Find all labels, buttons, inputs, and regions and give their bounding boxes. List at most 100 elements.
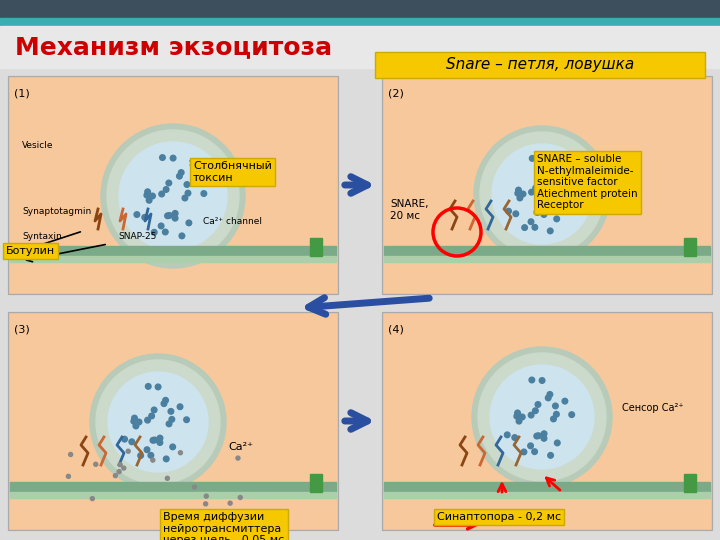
Circle shape (516, 418, 522, 424)
Circle shape (513, 211, 518, 217)
Bar (382, 76, 712, 294)
Circle shape (177, 404, 183, 409)
Bar (310, 238, 322, 256)
Circle shape (132, 415, 138, 421)
Bar (382, 76, 712, 294)
Bar (10, 256, 336, 262)
Circle shape (146, 198, 152, 203)
Circle shape (539, 156, 545, 161)
Circle shape (505, 432, 510, 437)
Circle shape (204, 502, 207, 506)
Circle shape (166, 213, 172, 218)
Circle shape (561, 176, 567, 181)
Text: (3): (3) (14, 324, 30, 334)
Circle shape (168, 409, 174, 414)
Circle shape (480, 132, 604, 256)
Text: Synaptotagmin: Synaptotagmin (22, 207, 91, 216)
Circle shape (131, 418, 137, 424)
Circle shape (182, 195, 188, 201)
Circle shape (541, 431, 547, 436)
Circle shape (194, 177, 199, 183)
Text: Механизм экзоцитоза: Механизм экзоцитоза (15, 35, 332, 59)
Circle shape (150, 193, 156, 199)
Circle shape (541, 436, 546, 441)
FancyBboxPatch shape (375, 52, 705, 78)
Circle shape (536, 433, 541, 438)
Bar (384, 492, 710, 498)
Circle shape (118, 463, 122, 467)
Circle shape (171, 156, 176, 161)
Circle shape (119, 142, 227, 250)
Circle shape (539, 377, 545, 383)
Circle shape (186, 220, 192, 226)
Circle shape (478, 353, 606, 481)
Bar (310, 474, 322, 492)
Circle shape (547, 392, 553, 397)
Circle shape (68, 453, 73, 456)
Circle shape (472, 347, 612, 487)
Circle shape (90, 354, 226, 490)
Circle shape (66, 474, 71, 478)
Bar (383, 77, 711, 293)
Circle shape (176, 173, 182, 179)
Text: SNAP-25: SNAP-25 (118, 232, 156, 241)
Circle shape (547, 228, 553, 234)
Circle shape (160, 155, 166, 160)
Circle shape (545, 395, 551, 401)
Circle shape (163, 187, 169, 192)
Bar (8, 312, 338, 530)
Circle shape (554, 216, 559, 222)
Circle shape (192, 485, 197, 489)
Circle shape (145, 189, 150, 194)
Circle shape (532, 449, 537, 455)
Circle shape (170, 444, 176, 450)
Text: Syntaxin: Syntaxin (22, 232, 62, 241)
Circle shape (529, 377, 535, 383)
Text: Ботулин: Ботулин (6, 246, 55, 256)
Circle shape (157, 435, 163, 441)
Circle shape (515, 191, 521, 196)
Bar (384, 256, 710, 262)
Text: SNARE – soluble
N-ethylmaleimide-
sensitive factor
Atiechment protein
Receptor: SNARE – soluble N-ethylmaleimide- sensit… (537, 154, 638, 211)
Circle shape (533, 408, 538, 414)
Bar (684, 238, 696, 256)
Circle shape (133, 423, 139, 429)
Circle shape (126, 449, 130, 453)
Text: Vesicle: Vesicle (22, 141, 53, 150)
Bar (8, 312, 338, 530)
Text: (4): (4) (388, 324, 404, 334)
Circle shape (142, 214, 148, 220)
Circle shape (533, 185, 539, 191)
Circle shape (552, 180, 558, 186)
Circle shape (179, 451, 182, 455)
Circle shape (529, 156, 535, 161)
Circle shape (172, 215, 178, 221)
Circle shape (553, 403, 558, 409)
Text: Snare – петля, ловушка: Snare – петля, ловушка (446, 57, 634, 72)
Circle shape (172, 211, 178, 216)
Bar (8, 76, 338, 294)
Text: (2): (2) (388, 88, 404, 98)
Circle shape (546, 170, 552, 175)
Circle shape (474, 126, 610, 262)
Circle shape (179, 233, 185, 239)
Circle shape (149, 413, 154, 418)
Bar (9, 77, 337, 293)
Circle shape (569, 412, 575, 417)
Circle shape (148, 453, 153, 458)
Text: Сенсор Ca²⁺: Сенсор Ca²⁺ (622, 403, 683, 413)
Circle shape (144, 192, 150, 198)
Bar (10, 482, 336, 492)
Circle shape (158, 223, 164, 229)
Circle shape (528, 219, 534, 225)
Circle shape (548, 453, 554, 458)
Bar (384, 482, 710, 492)
Circle shape (179, 170, 184, 176)
Circle shape (516, 187, 521, 193)
Circle shape (134, 212, 140, 217)
Text: Синаптопора - 0,2 мс: Синаптопора - 0,2 мс (437, 512, 561, 522)
Circle shape (201, 191, 207, 197)
Text: Время диффузии
нейротрансмиттера
через щель - 0,05 мс: Время диффузии нейротрансмиттера через щ… (163, 512, 284, 540)
Circle shape (535, 402, 541, 407)
Text: Ca²⁺: Ca²⁺ (228, 442, 253, 452)
